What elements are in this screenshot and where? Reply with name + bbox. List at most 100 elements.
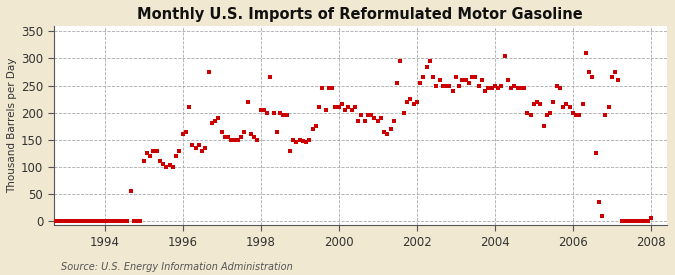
Point <box>259 108 269 112</box>
Point <box>610 70 620 74</box>
Point <box>89 219 100 223</box>
Point <box>288 138 298 142</box>
Point <box>47 219 58 223</box>
Point <box>34 219 45 223</box>
Point <box>353 119 364 123</box>
Point <box>434 78 445 82</box>
Point <box>525 113 536 117</box>
Point <box>96 219 107 223</box>
Point <box>541 113 552 117</box>
Point <box>629 219 640 223</box>
Point <box>278 113 289 117</box>
Point <box>301 140 312 145</box>
Point <box>158 162 169 166</box>
Point <box>571 113 582 117</box>
Point <box>450 75 461 79</box>
Point <box>454 83 464 88</box>
Point <box>496 83 507 88</box>
Point <box>281 113 292 117</box>
Point <box>105 219 116 223</box>
Point <box>248 135 259 139</box>
Point <box>518 86 529 90</box>
Point <box>304 138 315 142</box>
Point <box>119 219 130 223</box>
Point <box>460 78 471 82</box>
Point <box>398 111 409 115</box>
Point <box>213 116 224 120</box>
Point <box>190 146 201 150</box>
Point <box>486 86 497 90</box>
Point <box>135 219 146 223</box>
Point <box>232 138 243 142</box>
Point <box>600 113 611 117</box>
Point <box>645 216 656 221</box>
Point <box>564 105 575 109</box>
Point <box>92 219 103 223</box>
Point <box>164 163 175 167</box>
Point <box>144 154 155 158</box>
Point <box>580 51 591 55</box>
Point <box>473 83 484 88</box>
Point <box>545 111 556 115</box>
Point <box>483 86 493 90</box>
Point <box>597 213 608 218</box>
Point <box>477 78 487 82</box>
Point <box>359 119 370 123</box>
Point <box>414 81 425 85</box>
Point <box>53 219 64 223</box>
Point <box>285 148 296 153</box>
Point <box>548 100 559 104</box>
Point <box>402 100 412 104</box>
Point <box>314 105 325 109</box>
Point <box>551 83 562 88</box>
Point <box>350 105 360 109</box>
Point <box>70 219 80 223</box>
Point <box>275 111 286 115</box>
Point <box>210 119 221 123</box>
Point <box>574 113 585 117</box>
Point <box>161 165 171 169</box>
Point <box>500 54 510 58</box>
Point <box>44 219 55 223</box>
Point <box>437 83 448 88</box>
Point <box>24 219 35 223</box>
Point <box>620 219 630 223</box>
Point <box>577 102 588 107</box>
Point <box>506 86 516 90</box>
Title: Monthly U.S. Imports of Reformulated Motor Gasoline: Monthly U.S. Imports of Reformulated Mot… <box>137 7 583 22</box>
Point <box>171 154 182 158</box>
Point <box>317 86 328 90</box>
Point <box>200 146 211 150</box>
Point <box>76 219 87 223</box>
Point <box>203 70 214 74</box>
Point <box>223 135 234 139</box>
Point <box>382 132 393 136</box>
Point <box>421 64 432 69</box>
Point <box>323 86 334 90</box>
Point <box>291 140 302 145</box>
Point <box>180 130 191 134</box>
Point <box>194 143 205 147</box>
Point <box>294 138 305 142</box>
Point <box>408 102 419 107</box>
Point <box>538 124 549 128</box>
Point <box>584 70 595 74</box>
Point <box>593 200 604 204</box>
Point <box>67 219 78 223</box>
Point <box>177 132 188 136</box>
Point <box>63 219 74 223</box>
Point <box>112 219 123 223</box>
Point <box>405 97 416 101</box>
Point <box>122 219 133 223</box>
Point <box>356 113 367 117</box>
Point <box>379 130 389 134</box>
Point <box>51 219 61 223</box>
Point <box>464 81 475 85</box>
Point <box>395 59 406 63</box>
Point <box>362 113 373 117</box>
Point <box>219 135 230 139</box>
Point <box>86 219 97 223</box>
Point <box>333 105 344 109</box>
Point <box>167 165 178 169</box>
Point <box>346 108 357 112</box>
